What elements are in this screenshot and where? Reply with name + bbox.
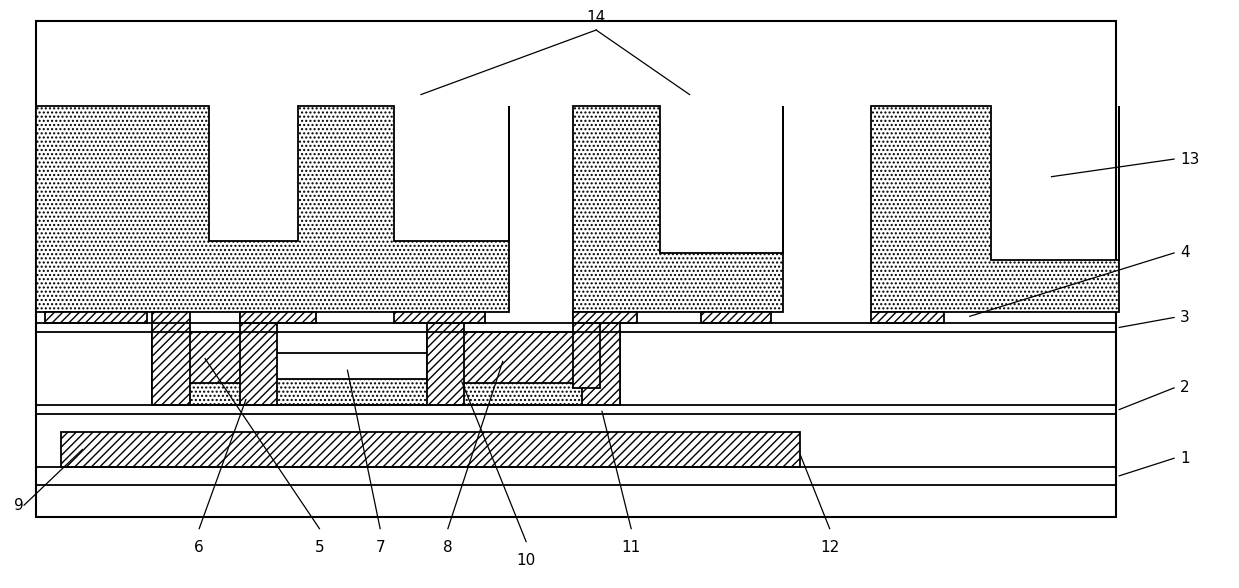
Bar (62, 432, 800, 467)
Bar (269, 353, 427, 379)
Polygon shape (871, 106, 1119, 312)
Bar (572, 312, 637, 323)
Bar (394, 312, 486, 323)
Text: 11: 11 (622, 540, 641, 556)
Bar (701, 312, 772, 323)
Polygon shape (36, 106, 508, 312)
Bar (427, 332, 620, 383)
Bar (240, 312, 278, 406)
Bar (427, 312, 465, 406)
Text: 10: 10 (517, 553, 535, 568)
Text: 7: 7 (375, 540, 385, 556)
Bar (572, 312, 600, 388)
Text: 5: 5 (315, 540, 325, 556)
Bar (240, 312, 316, 323)
Polygon shape (572, 106, 783, 312)
Text: 13: 13 (1180, 152, 1199, 166)
Text: 8: 8 (444, 540, 452, 556)
Text: 4: 4 (1180, 245, 1189, 260)
Bar (871, 312, 944, 323)
Text: 14: 14 (586, 11, 606, 25)
Text: 6: 6 (195, 540, 204, 556)
Bar (582, 312, 620, 406)
Text: 3: 3 (1180, 310, 1189, 325)
Bar (36, 21, 1115, 517)
Bar (152, 312, 190, 406)
Text: 2: 2 (1180, 380, 1189, 395)
Bar (45, 312, 146, 323)
Text: 1: 1 (1180, 451, 1189, 466)
Bar (152, 376, 620, 406)
Bar (152, 332, 269, 383)
Text: 9: 9 (15, 497, 24, 513)
Text: 12: 12 (820, 540, 839, 556)
